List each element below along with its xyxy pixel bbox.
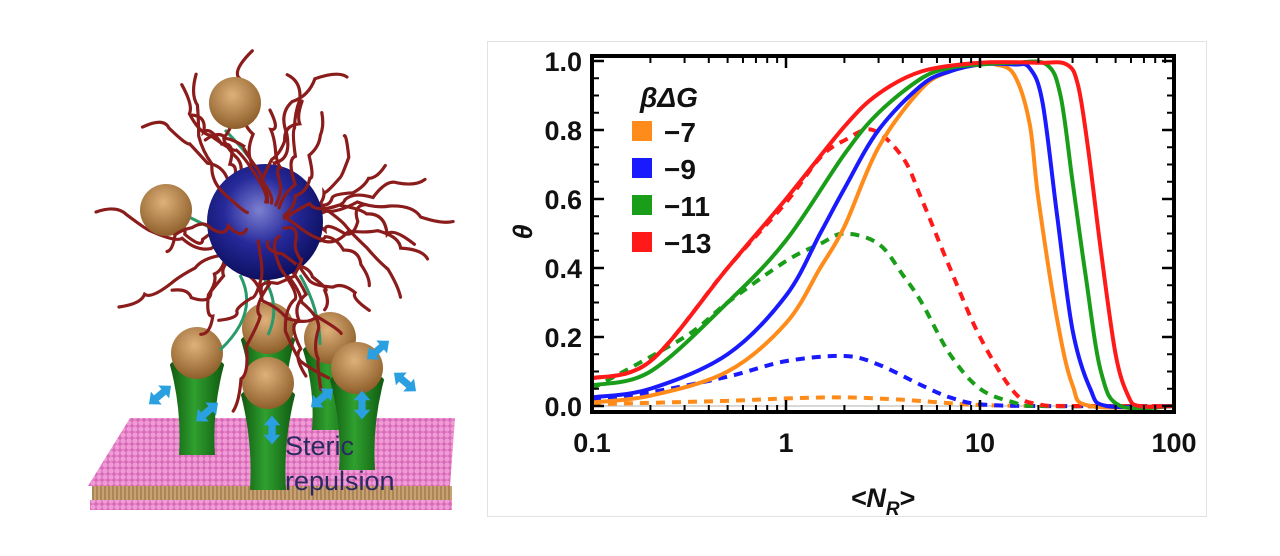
- double-arrow-icon: [148, 385, 172, 405]
- polymer-chain: [291, 229, 430, 261]
- tether: [298, 274, 322, 346]
- double-arrow-icon: [195, 402, 219, 422]
- legend-swatch: [632, 158, 652, 178]
- polymer-chains-front: [165, 72, 416, 380]
- polymer-chain: [259, 225, 304, 294]
- tether: [218, 274, 249, 352]
- x-tick-label: 0.1: [573, 428, 611, 458]
- series-dashed-minus-7: [591, 395, 1175, 409]
- series-layer: [591, 59, 1175, 411]
- double-arrow-icon: [263, 415, 281, 445]
- polymer-chain: [180, 83, 268, 204]
- polymer-chain: [282, 215, 371, 288]
- double-arrow-icon: [310, 388, 334, 408]
- polymer-chain: [282, 111, 325, 218]
- steric-arrows: [148, 340, 417, 445]
- polymer-chain: [265, 240, 330, 312]
- series-solid-minus-13: [591, 60, 1175, 409]
- polymer-chain: [260, 99, 304, 204]
- nanoparticle-illustration: Steric repulsion: [88, 49, 455, 510]
- ligand-spheres: [140, 77, 261, 236]
- x-axis-label-end: >: [900, 483, 916, 513]
- polymer-chain: [191, 72, 249, 215]
- polymer-chain: [268, 108, 284, 207]
- bound-ligand: [171, 327, 223, 379]
- axes: 0.1 1 10 100 0.0 0.2 0.4 0.6 0.8 1.0: [544, 47, 1196, 458]
- y-tick-label: 0.2: [544, 323, 582, 353]
- x-tick-label: 10: [965, 428, 995, 458]
- y-tick-label: 0.4: [544, 254, 582, 284]
- legend-entry-label: −13: [664, 228, 712, 259]
- x-axis-label-sub: R: [886, 499, 900, 520]
- double-arrow-icon: [366, 340, 390, 360]
- double-arrow-icon: [353, 390, 371, 420]
- y-tick-label: 0.8: [544, 116, 582, 146]
- receptor: [170, 365, 224, 455]
- receptor: [330, 380, 384, 470]
- x-tick-label: 1: [778, 428, 793, 458]
- nanoparticle: [207, 164, 323, 280]
- x-tick-label: 100: [1151, 428, 1196, 458]
- legend-entry-label: −9: [664, 154, 696, 185]
- x-axis-label: <NR>: [851, 483, 916, 520]
- steric-label-line2: repulsion: [285, 466, 395, 496]
- legend-entry-label: −7: [664, 117, 696, 148]
- polymer-chain: [217, 239, 264, 322]
- y-tick-label: 0.6: [544, 185, 582, 215]
- legend-title: βΔG: [639, 82, 698, 113]
- steric-label-line1: Steric: [285, 431, 354, 461]
- legend-swatch: [632, 121, 652, 141]
- legend-swatch: [632, 195, 652, 215]
- y-axis-label: θ: [508, 224, 538, 239]
- legend-swatch: [632, 232, 652, 252]
- x-axis-label-main: <N: [851, 483, 887, 513]
- polymer-chain: [231, 249, 274, 413]
- receptor: [241, 395, 295, 490]
- legend: βΔG −7 −9 −11 −13: [632, 82, 712, 259]
- polymer-chain: [272, 234, 331, 380]
- polymer-chain: [165, 222, 248, 254]
- polymer-chain: [277, 73, 302, 210]
- bound-ligand: [242, 357, 294, 409]
- legend-entry-label: −11: [664, 191, 710, 222]
- y-tick-label: 0.0: [544, 392, 582, 422]
- polymer-chain: [283, 201, 416, 246]
- y-tick-label: 1.0: [544, 47, 582, 77]
- bound-ligand: [242, 302, 294, 354]
- chart-panel-border: [487, 41, 1207, 517]
- double-arrow-icon: [393, 372, 417, 392]
